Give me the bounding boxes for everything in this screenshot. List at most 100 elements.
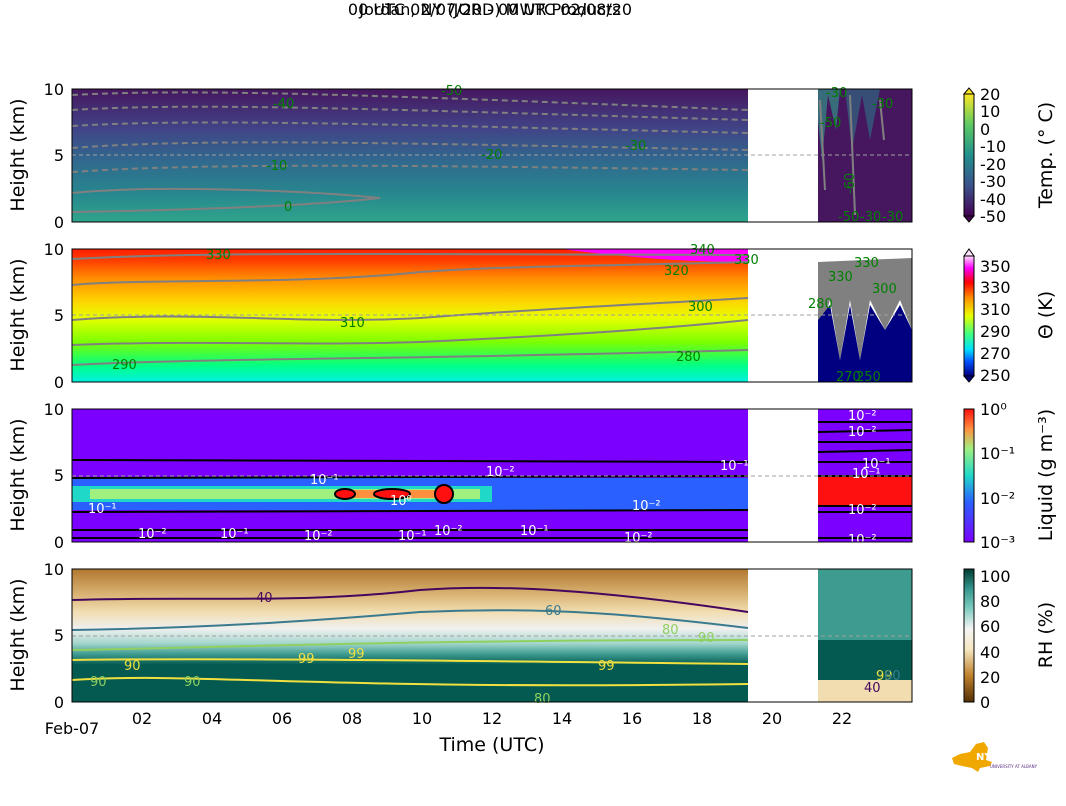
contour-label: 99: [598, 659, 615, 674]
liquid-panel: 10⁻¹ 10⁻² 10⁻² 10⁻¹ 10⁰ 10⁻¹ 10⁻¹ 10⁻² 1…: [71, 408, 913, 548]
x-axis-label: Time (UTC): [438, 734, 544, 756]
contour-label: 10⁻²: [304, 529, 333, 544]
colorbar-label: RH (%): [1035, 602, 1057, 668]
figure-title: Jordan, NY (JORD) MWR Products: [359, 0, 621, 19]
theta-colorbar: 350 330 310 290 270 250 Θ (K): [962, 248, 1057, 385]
colorbar-tick: 290: [980, 322, 1011, 341]
y-axis-label: Height (km): [7, 418, 29, 531]
colorbar-tick: 10: [980, 102, 1000, 121]
y-tick-label: 0: [54, 533, 64, 552]
theta-panel: 330 320 330 340 310 300 290 280 280 330 …: [71, 243, 913, 385]
contour-label: 10⁻²: [848, 533, 877, 548]
colorbar-tick: 80: [980, 592, 1000, 611]
contour-label: 60: [884, 669, 901, 684]
colorbar-tick: 0: [980, 693, 990, 712]
contour-label: 0: [284, 200, 292, 215]
figure-subtitle: 00 UTC 02/07/20 - 00 UTC 02/08/20: [347, 0, 633, 19]
contour-label: 10⁻²: [138, 527, 167, 542]
colorbar-tick: 250: [980, 366, 1011, 385]
contour-label: -30: [882, 210, 903, 225]
colorbar-tick: 60: [980, 617, 1000, 636]
y-tick-label: 0: [54, 373, 64, 392]
y-axis-label: Height (km): [7, 98, 29, 211]
contour-label: 330: [206, 248, 231, 263]
contour-label: 10⁻²: [632, 499, 661, 514]
contour-label: -20: [481, 148, 502, 163]
colorbar-tick: -40: [980, 190, 1006, 209]
y-tick-label: 10: [44, 560, 64, 579]
contour-label: 330: [734, 253, 759, 268]
contour-label: -50: [838, 210, 859, 225]
contour-label: 280: [808, 297, 833, 312]
contour-label: 10⁻¹: [310, 473, 339, 488]
contour-label: 90: [124, 659, 141, 674]
colorbar-tick: -20: [980, 155, 1006, 174]
colorbar-tick: 10⁻³: [980, 533, 1015, 552]
x-tick-label: 10: [412, 709, 432, 728]
x-tick-label: 04: [202, 709, 222, 728]
contour-label: 10⁻¹: [520, 524, 549, 539]
contour-label: 10⁰: [390, 494, 412, 509]
contour-label: 280: [676, 350, 701, 365]
rh-panel: 40 60 90 99 99 99 90 90 80 90 80 99 40 6…: [71, 568, 913, 707]
contour-label: 40: [864, 681, 881, 696]
contour-label: 330: [854, 256, 879, 271]
contour-label: 10⁻²: [848, 425, 877, 440]
contour-label: -40: [273, 97, 294, 112]
contour-label: 90: [184, 675, 201, 690]
x-tick-label: 12: [482, 709, 502, 728]
contour-label: 10⁻¹: [852, 467, 881, 482]
contour-label: 60: [545, 604, 562, 619]
contour-label: -50: [820, 116, 841, 131]
contour-label: 310: [340, 316, 365, 331]
colorbar-label: Liquid (g m⁻³): [1035, 409, 1057, 541]
x-tick-label: 14: [552, 709, 572, 728]
x-tick-label: 08: [342, 709, 362, 728]
contour-label: -30: [625, 139, 646, 154]
colorbar-tick: 10⁰: [980, 400, 1007, 419]
contour-label: 10⁻¹: [88, 502, 117, 517]
colorbar-tick: 40: [980, 643, 1000, 662]
temperature-panel: -40 -50 -10 -20 -30 0 -30 -50 -60 -50 -3…: [71, 84, 913, 225]
x-tick-label: 02: [132, 709, 152, 728]
logo-text: NYS Mesonet: [976, 752, 1040, 763]
contour-label: 10⁻²: [486, 465, 515, 480]
colorbar-label: Θ (K): [1035, 291, 1057, 339]
colorbar-tick: 10⁻¹: [980, 444, 1015, 463]
liquid-colorbar: 10⁰ 10⁻¹ 10⁻² 10⁻³ Liquid (g m⁻³): [963, 400, 1057, 552]
y-tick-label: 5: [54, 146, 64, 165]
colorbar-tick: 20: [980, 668, 1000, 687]
x-tick-label: Feb-07: [45, 719, 99, 738]
contour-label: 10⁻¹: [398, 529, 427, 544]
contour-label: 90: [90, 675, 107, 690]
contour-label: -60: [843, 173, 858, 194]
contour-label: 320: [664, 264, 689, 279]
contour-label: 99: [876, 669, 893, 684]
contour-label: 99: [298, 652, 315, 667]
contour-label: 80: [534, 692, 551, 707]
colorbar-tick: 310: [980, 300, 1011, 319]
colorbar-tick: 270: [980, 344, 1011, 363]
contour-label: 10⁻²: [848, 503, 877, 518]
contour-label: 10⁻²: [434, 524, 463, 539]
rh-colorbar: 100 80 60 40 20 0 RH (%): [963, 567, 1057, 712]
y-tick-label: 0: [54, 693, 64, 712]
contour-label: 300: [688, 300, 713, 315]
y-tick-label: 10: [44, 240, 64, 259]
y-tick-label: 0: [54, 213, 64, 232]
logo-subtext: UNIVERSITY AT ALBANY: [990, 764, 1038, 769]
nys-mesonet-logo: NYS Mesonet UNIVERSITY AT ALBANY: [952, 742, 1040, 772]
colorbar-tick: 0: [980, 120, 990, 139]
contour-label: 300: [872, 282, 897, 297]
contour-label: 40: [256, 591, 273, 606]
contour-label: 90: [698, 631, 715, 646]
y-axis-label: Height (km): [7, 578, 29, 691]
contour-label: 290: [112, 358, 137, 373]
colorbar-tick: -10: [980, 137, 1006, 156]
y-tick-label: 10: [44, 80, 64, 99]
colorbar-tick: 10⁻²: [980, 489, 1015, 508]
x-tick-label: 20: [762, 709, 782, 728]
contour-label: 99: [348, 647, 365, 662]
y-tick-label: 5: [54, 626, 64, 645]
colorbar-tick: 20: [980, 85, 1000, 104]
